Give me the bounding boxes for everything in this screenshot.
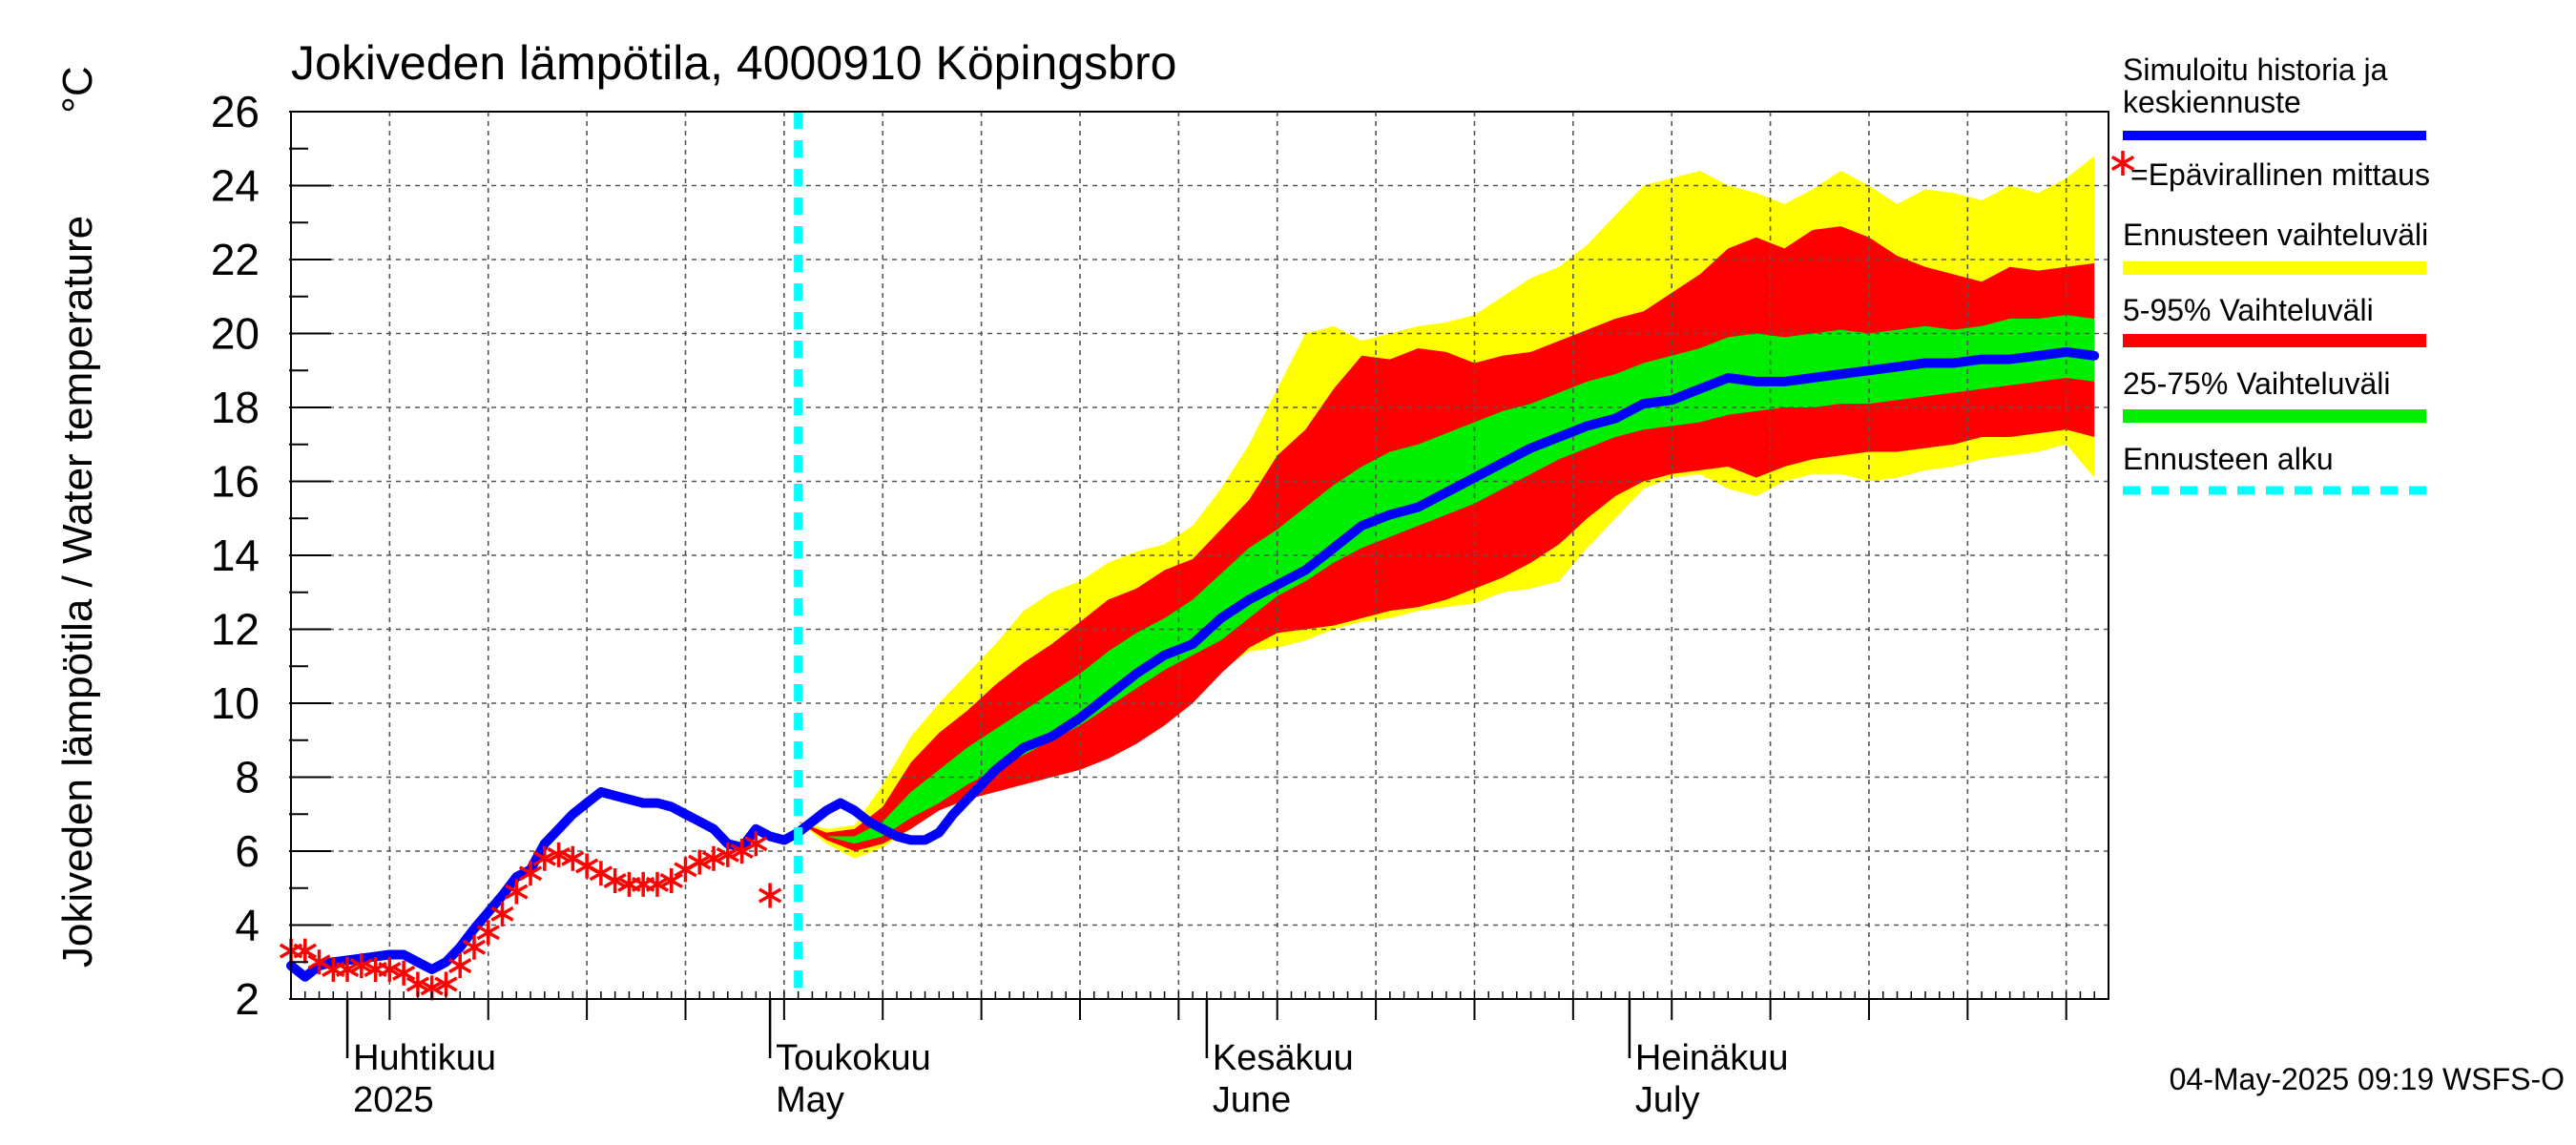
grid: [291, 111, 2109, 1000]
axis-ticks: 2468101214161820222426Huhtikuu2025Toukok…: [211, 87, 2095, 1120]
observed-point: [574, 853, 599, 879]
observed-point: [505, 879, 529, 905]
y-axis-unit: °C: [54, 66, 101, 113]
y-tick-label: 24: [211, 161, 260, 211]
y-tick-label: 2: [235, 974, 260, 1024]
x-month-label: Huhtikuu: [353, 1038, 496, 1078]
legend-label-simulated: Simuloitu historia ja: [2123, 52, 2388, 87]
x-month-sublabel: May: [776, 1080, 844, 1120]
x-month-sublabel: July: [1635, 1080, 1700, 1120]
observed-point: [335, 957, 360, 982]
y-tick-label: 14: [211, 531, 260, 580]
observed-point: [688, 849, 712, 875]
legend-label-p5_95: 5-95% Vaihteluväli: [2123, 293, 2374, 327]
legend-label-range: Ennusteen vaihteluväli: [2123, 218, 2428, 252]
legend-swatch-observed: [2110, 151, 2135, 176]
observed-point: [632, 871, 655, 897]
observed-point: [645, 871, 670, 897]
y-tick-label: 4: [235, 901, 260, 950]
observed-point: [378, 957, 402, 982]
observed-point: [589, 861, 613, 886]
observed-point: [758, 883, 782, 908]
y-tick-label: 16: [211, 457, 260, 507]
observed-point: [490, 901, 514, 926]
x-month-sublabel: 2025: [353, 1080, 434, 1120]
y-tick-label: 6: [235, 826, 260, 876]
y-tick-label: 26: [211, 87, 260, 136]
x-month-label: Toukokuu: [776, 1038, 931, 1078]
observed-point: [448, 953, 472, 979]
observed-point: [547, 842, 571, 867]
y-tick-label: 18: [211, 383, 260, 432]
band-p25_75: [798, 315, 2095, 844]
observed-point: [603, 868, 627, 893]
forecast-bands: [798, 156, 2095, 859]
x-month-label: Heinäkuu: [1635, 1038, 1789, 1078]
y-axis-label: Jokiveden lämpötila / Water temperature: [54, 216, 101, 968]
observed-point: [716, 842, 739, 867]
x-month-sublabel: June: [1213, 1080, 1291, 1120]
observed-point: [701, 845, 726, 871]
observed-point: [392, 960, 416, 986]
series: [279, 112, 2100, 1001]
observed-point: [659, 868, 683, 893]
observed-point: [476, 920, 500, 946]
legend-label-observed: =Epävirallinen mittaus: [2130, 157, 2430, 192]
observed-point: [532, 845, 556, 871]
x-month-label: Kesäkuu: [1213, 1038, 1354, 1078]
observed-point: [462, 934, 487, 960]
y-tick-label: 8: [235, 753, 260, 802]
y-tick-label: 10: [211, 678, 260, 728]
observed-point: [349, 953, 373, 979]
y-tick-label: 22: [211, 235, 260, 284]
observed-point: [744, 831, 768, 857]
observed-point: [518, 861, 543, 886]
legend-label-forecast_start: Ennusteen alku: [2123, 442, 2334, 476]
timestamp-footer: 04-May-2025 09:19 WSFS-O: [2170, 1062, 2565, 1096]
observed-point: [293, 938, 317, 964]
legend-label-p25_75: 25-75% Vaihteluväli: [2123, 366, 2390, 401]
y-tick-label: 12: [211, 605, 260, 655]
chart-title: Jokiveden lämpötila, 4000910 Köpingsbro: [291, 36, 1176, 90]
y-tick-label: 20: [211, 309, 260, 359]
legend-label-simulated: keskiennuste: [2123, 85, 2301, 119]
